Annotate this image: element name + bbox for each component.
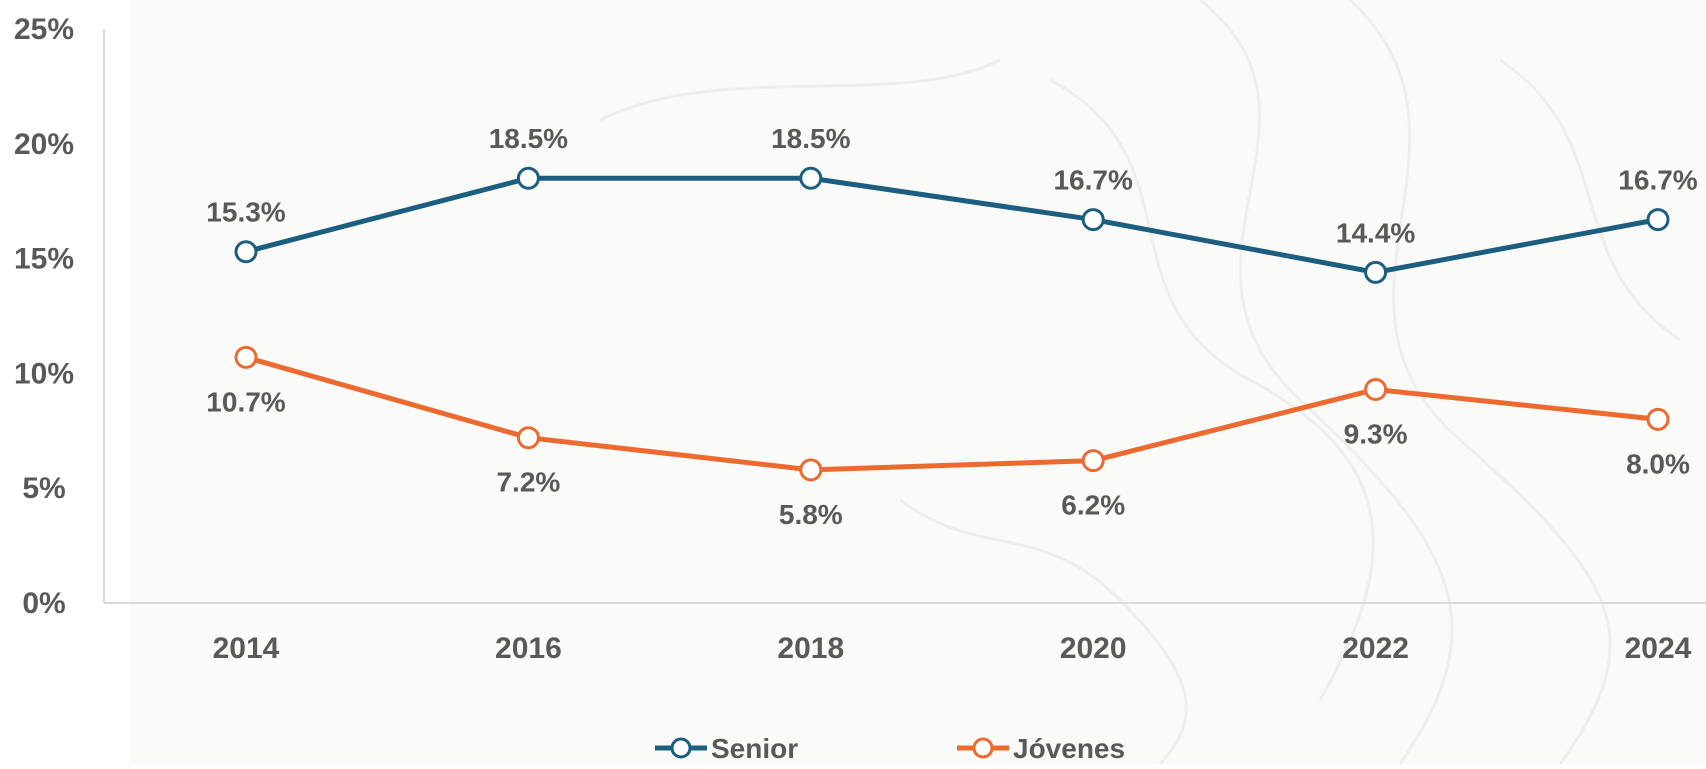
legend-item: Senior xyxy=(655,733,798,764)
background-contour xyxy=(1499,58,1681,342)
data-point xyxy=(234,240,258,264)
legend-marker xyxy=(972,737,994,759)
legend-label: Senior xyxy=(711,733,798,764)
data-label: 10.7% xyxy=(206,386,285,417)
y-tick-label: 15% xyxy=(14,243,74,276)
y-tick-label: 0% xyxy=(22,587,65,620)
data-point xyxy=(799,166,823,190)
data-point xyxy=(1364,260,1388,284)
background-contour xyxy=(1199,0,1454,765)
data-label: 9.3% xyxy=(1344,418,1408,449)
series-line-1 xyxy=(245,354,1659,473)
y-tick-label: 25% xyxy=(14,13,74,46)
legend-label: Jóvenes xyxy=(1013,733,1125,764)
data-point xyxy=(799,458,823,482)
series-layer xyxy=(234,166,1670,482)
data-labels: 15.3% 18.5% 18.5% 16.7% 14.4% 16.7% 10.7% 7.2% 5… xyxy=(206,123,1697,530)
legend: Senior Jóvenes xyxy=(655,733,1125,764)
y-tick-label: 5% xyxy=(22,472,65,505)
data-point xyxy=(516,426,540,450)
data-label: 18.5% xyxy=(489,123,568,154)
series-line-0 xyxy=(245,175,1659,275)
background-contour xyxy=(599,58,1001,122)
x-tick-label: 2016 xyxy=(495,632,562,665)
x-tick-label: 2018 xyxy=(777,632,844,665)
data-label: 16.7% xyxy=(1053,165,1132,196)
data-label: 6.2% xyxy=(1061,490,1125,521)
data-label: 8.0% xyxy=(1626,448,1690,479)
background-panel xyxy=(130,0,1706,764)
data-label: 18.5% xyxy=(771,123,850,154)
y-tick-label: 20% xyxy=(14,128,74,161)
y-tick-label: 10% xyxy=(14,357,74,390)
data-label: 5.8% xyxy=(779,499,843,530)
background-contour xyxy=(1348,0,1612,765)
background-decoration xyxy=(130,0,1706,766)
data-point xyxy=(516,166,540,190)
background-contour xyxy=(899,498,1188,766)
data-point xyxy=(1081,449,1105,473)
data-point xyxy=(1364,377,1388,401)
data-label: 7.2% xyxy=(496,467,560,498)
x-tick-label: 2020 xyxy=(1060,632,1127,665)
x-tick-label: 2024 xyxy=(1625,632,1692,665)
data-point xyxy=(234,345,258,369)
data-point xyxy=(1646,407,1670,431)
axes: 0% 5% 10% 15% 20% 25% 2014 2016 2018 2020 2022 2024 xyxy=(14,13,1706,665)
legend-marker xyxy=(670,737,692,759)
data-label: 16.7% xyxy=(1618,165,1697,196)
x-tick-label: 2014 xyxy=(213,632,280,665)
x-tick-label: 2022 xyxy=(1342,632,1409,665)
data-label: 14.4% xyxy=(1336,217,1415,248)
legend-item: Jóvenes xyxy=(957,733,1125,764)
background-contour xyxy=(1049,78,1375,701)
data-label: 15.3% xyxy=(206,197,285,228)
data-point xyxy=(1646,208,1670,232)
data-point xyxy=(1081,208,1105,232)
